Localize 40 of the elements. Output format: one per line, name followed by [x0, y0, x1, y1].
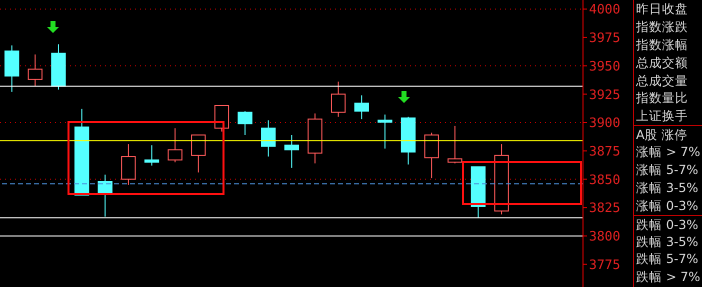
candlestick	[168, 128, 182, 163]
text: 跌幅 5-7%	[635, 250, 700, 268]
text: 指数量比	[635, 89, 689, 108]
y-tick-label: 3875	[589, 144, 620, 160]
text: 涨幅 > 7%	[635, 143, 702, 162]
y-tick-label: 3775	[589, 258, 620, 273]
text: 涨幅 3-5%	[635, 178, 700, 197]
text: 总成交额	[635, 54, 689, 72]
text: A股 涨停	[634, 125, 702, 144]
candlestick	[121, 144, 136, 186]
candlestick	[448, 125, 462, 164]
candlestick	[238, 110, 252, 136]
candlestick	[354, 94, 369, 120]
text: 指数涨幅	[635, 36, 689, 54]
candlestick	[378, 114, 392, 150]
y-tick-label: 4000	[589, 2, 620, 18]
candlestick	[261, 120, 276, 158]
y-tick-label: 3975	[589, 31, 620, 46]
text: 跌幅 3-5%	[635, 232, 700, 250]
text: 指数涨跌	[635, 18, 689, 36]
y-tick-label: 3825	[589, 201, 620, 216]
y-tick-label: 3950	[589, 59, 620, 74]
text: 上证换手	[635, 107, 689, 126]
y-tick-label: 3925	[589, 88, 620, 103]
text: 跌幅 0-3%	[634, 214, 702, 233]
text: 昨日收盘	[635, 0, 689, 18]
text: 涨幅 0-3%	[635, 196, 700, 215]
candlestick	[284, 134, 300, 168]
candlestick	[98, 174, 112, 218]
candlestick	[144, 144, 160, 166]
candlestick	[28, 54, 42, 87]
text: 跌幅 > 7%	[635, 268, 702, 286]
text: 总成交量	[635, 72, 689, 90]
candlestick	[424, 132, 439, 179]
text: 涨幅 5-7%	[635, 161, 700, 179]
candlestick	[330, 81, 346, 118]
candlestick	[191, 134, 206, 173]
y-tick-label: 3900	[589, 116, 620, 132]
y-tick-label: 3800	[589, 230, 620, 245]
y-tick-label: 3850	[589, 172, 620, 188]
